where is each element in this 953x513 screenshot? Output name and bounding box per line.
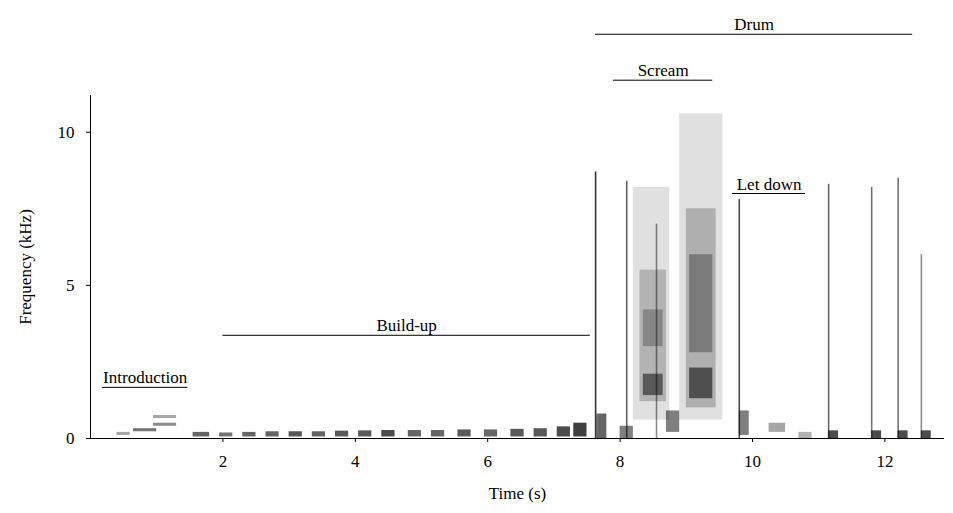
- svg-text:Frequency (kHz): Frequency (kHz): [16, 209, 35, 325]
- svg-text:Time (s): Time (s): [489, 484, 546, 503]
- svg-text:Scream: Scream: [638, 61, 689, 80]
- svg-text:4: 4: [351, 452, 360, 471]
- svg-text:0: 0: [66, 429, 75, 448]
- svg-text:Build-up: Build-up: [376, 316, 436, 335]
- svg-text:2: 2: [219, 452, 228, 471]
- svg-text:6: 6: [483, 452, 492, 471]
- svg-text:8: 8: [616, 452, 625, 471]
- svg-text:10: 10: [744, 452, 761, 471]
- svg-text:12: 12: [876, 452, 893, 471]
- svg-text:10: 10: [58, 123, 75, 142]
- svg-text:Let down: Let down: [737, 175, 802, 194]
- svg-text:Drum: Drum: [734, 15, 774, 34]
- svg-text:5: 5: [66, 276, 75, 295]
- svg-text:Introduction: Introduction: [103, 368, 188, 387]
